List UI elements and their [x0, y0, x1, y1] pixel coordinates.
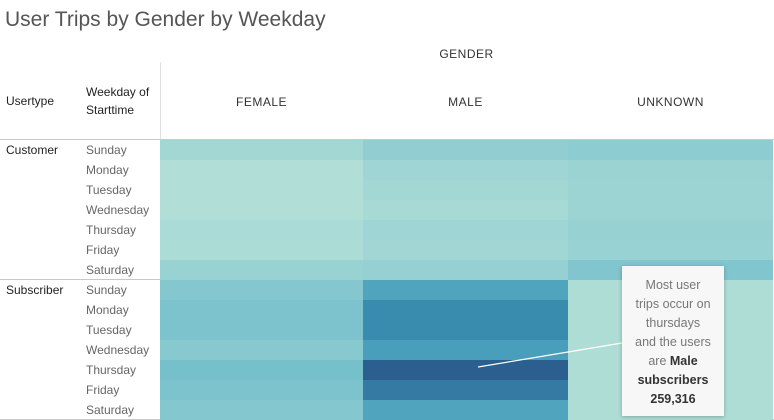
- heatmap-cell-subscriber-monday-female: [160, 300, 363, 320]
- heatmap-cell-customer-sunday-female: [160, 140, 363, 160]
- column-header-male: MALE: [448, 95, 483, 109]
- weekday-header-line2: Starttime: [86, 103, 135, 117]
- weekday-label-subscriber-saturday: Saturday: [86, 403, 135, 417]
- heatmap-cell-customer-friday-unknown: [568, 240, 773, 260]
- gender-header: GENDER: [439, 47, 494, 61]
- annotation-line-3: thursdays: [645, 316, 701, 330]
- heatmap-cell-subscriber-thursday-female: [160, 360, 363, 380]
- weekday-label-customer-tuesday: Tuesday: [86, 183, 132, 197]
- annotation-line-7: 259,316: [622, 390, 724, 409]
- heatmap-cell-customer-tuesday-female: [160, 180, 363, 200]
- heatmap-cell-customer-sunday-male: [363, 140, 568, 160]
- chart-title: User Trips by Gender by Weekday: [5, 8, 326, 31]
- group-divider: [0, 279, 160, 280]
- heatmap-cell-customer-thursday-unknown: [568, 220, 773, 240]
- weekday-label-subscriber-thursday: Thursday: [86, 363, 137, 377]
- heatmap-cell-customer-thursday-male: [363, 220, 568, 240]
- heatmap-cell-customer-thursday-female: [160, 220, 363, 240]
- weekday-label-customer-wednesday: Wednesday: [86, 203, 150, 217]
- weekday-label-subscriber-friday: Friday: [86, 383, 120, 397]
- heatmap-cell-customer-saturday-male: [363, 260, 568, 280]
- annotation-are: are: [648, 354, 670, 368]
- heatmap-cell-subscriber-thursday-male: [363, 360, 568, 380]
- weekday-label-customer-monday: Monday: [86, 163, 129, 177]
- heatmap-cell-subscriber-tuesday-male: [363, 320, 568, 340]
- annotation-line-2: trips occur on: [635, 297, 711, 311]
- heatmap-cell-customer-saturday-female: [160, 260, 363, 280]
- weekday-label-customer-sunday: Sunday: [86, 143, 127, 157]
- heatmap-cell-subscriber-tuesday-female: [160, 320, 363, 340]
- heatmap-cell-customer-friday-male: [363, 240, 568, 260]
- annotation-line-1: Most user: [645, 278, 701, 292]
- heatmap-cell-subscriber-wednesday-female: [160, 340, 363, 360]
- heatmap-cell-customer-friday-female: [160, 240, 363, 260]
- annotation-subscribers: subscribers: [637, 373, 709, 387]
- annotation-count: 259,316: [650, 392, 696, 406]
- heatmap-cell-customer-monday-unknown: [568, 160, 773, 180]
- heatmap-cell-subscriber-saturday-male: [363, 400, 568, 420]
- heatmap-cell-customer-tuesday-male: [363, 180, 568, 200]
- usertype-label-customer: Customer: [6, 143, 59, 157]
- heatmap-cell-customer-wednesday-male: [363, 200, 568, 220]
- annotation-line-5: are Male: [622, 352, 724, 371]
- heatmap-cell-subscriber-monday-male: [363, 300, 568, 320]
- annotation-line-4: and the users: [635, 335, 711, 349]
- annotation-tooltip: Most user trips occur on thursdays and t…: [622, 266, 724, 416]
- weekday-label-subscriber-monday: Monday: [86, 303, 129, 317]
- heatmap-cell-customer-sunday-unknown: [568, 140, 773, 160]
- heatmap-cell-customer-monday-male: [363, 160, 568, 180]
- heatmap-cell-customer-monday-female: [160, 160, 363, 180]
- column-header-unknown: UNKNOWN: [637, 95, 704, 109]
- usertype-header: Usertype: [6, 94, 55, 108]
- weekday-label-customer-thursday: Thursday: [86, 223, 137, 237]
- heatmap-cell-subscriber-sunday-female: [160, 280, 363, 300]
- heatmap-cell-subscriber-wednesday-male: [363, 340, 568, 360]
- usertype-label-subscriber: Subscriber: [6, 283, 64, 297]
- weekday-label-customer-friday: Friday: [86, 243, 120, 257]
- heatmap-cell-subscriber-sunday-male: [363, 280, 568, 300]
- weekday-label-subscriber-sunday: Sunday: [86, 283, 127, 297]
- heatmap-cell-customer-wednesday-unknown: [568, 200, 773, 220]
- header-bottom-rule: [0, 139, 774, 140]
- weekday-label-subscriber-wednesday: Wednesday: [86, 343, 150, 357]
- heatmap-cell-customer-wednesday-female: [160, 200, 363, 220]
- heatmap-cell-subscriber-friday-male: [363, 380, 568, 400]
- weekday-label-customer-saturday: Saturday: [86, 263, 135, 277]
- heatmap-cell-subscriber-saturday-female: [160, 400, 363, 420]
- weekday-label-subscriber-tuesday: Tuesday: [86, 323, 132, 337]
- heatmap-cell-customer-tuesday-unknown: [568, 180, 773, 200]
- heatmap-cell-subscriber-friday-female: [160, 380, 363, 400]
- header-divider: [160, 62, 161, 140]
- weekday-header-line1: Weekday of: [86, 85, 150, 99]
- annotation-line-6: subscribers: [622, 371, 724, 390]
- annotation-male: Male: [669, 354, 698, 368]
- column-header-female: FEMALE: [235, 95, 287, 109]
